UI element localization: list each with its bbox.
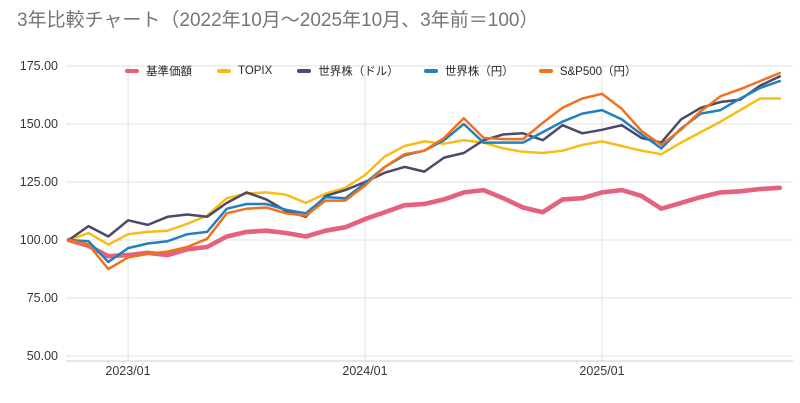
legend-label-sp500-jpy: S&P500（円） xyxy=(559,66,637,78)
legend-swatch-sp500-jpy xyxy=(538,69,553,73)
legend-swatch-fund-nav xyxy=(125,69,139,73)
chart-title: 3年比較チャート（2022年10月～2025年10月、3年前＝100） xyxy=(17,10,539,31)
legend-label-world-jpy: 世界株（円） xyxy=(444,66,514,78)
legend-swatch-world-usd xyxy=(297,69,312,73)
legend-item-fund-nav: 基準価額 xyxy=(125,63,192,79)
legend-item-sp500-jpy: S&P500（円） xyxy=(538,63,637,79)
x-axis-tick-label: 2025/01 xyxy=(579,364,625,378)
y-axis-tick-label: 175.00 xyxy=(19,59,58,73)
y-axis-tick-label: 50.00 xyxy=(26,349,58,363)
legend-label-fund-nav: 基準価額 xyxy=(146,66,192,78)
legend-label-world-usd: 世界株（ドル） xyxy=(318,66,399,78)
legend-item-topix: TOPIX xyxy=(217,65,272,77)
legend-swatch-topix xyxy=(217,69,231,73)
x-axis-tick-label: 2023/01 xyxy=(105,364,151,378)
legend-item-world-jpy: 世界株（円） xyxy=(423,63,514,79)
x-axis-tick-label: 2024/01 xyxy=(342,364,388,378)
legend-swatch-world-jpy xyxy=(423,69,438,73)
y-axis-tick-label: 75.00 xyxy=(26,291,58,305)
legend-item-world-usd: 世界株（ドル） xyxy=(297,63,399,79)
legend-label-topix: TOPIX xyxy=(238,65,273,77)
y-axis-tick-label: 150.00 xyxy=(19,117,58,131)
y-axis-tick-label: 100.00 xyxy=(19,233,58,247)
chart-legend: 基準価額 TOPIX 世界株（ドル） 世界株（円） S&P500（円） xyxy=(125,62,637,80)
y-axis-tick-label: 125.00 xyxy=(19,175,58,189)
